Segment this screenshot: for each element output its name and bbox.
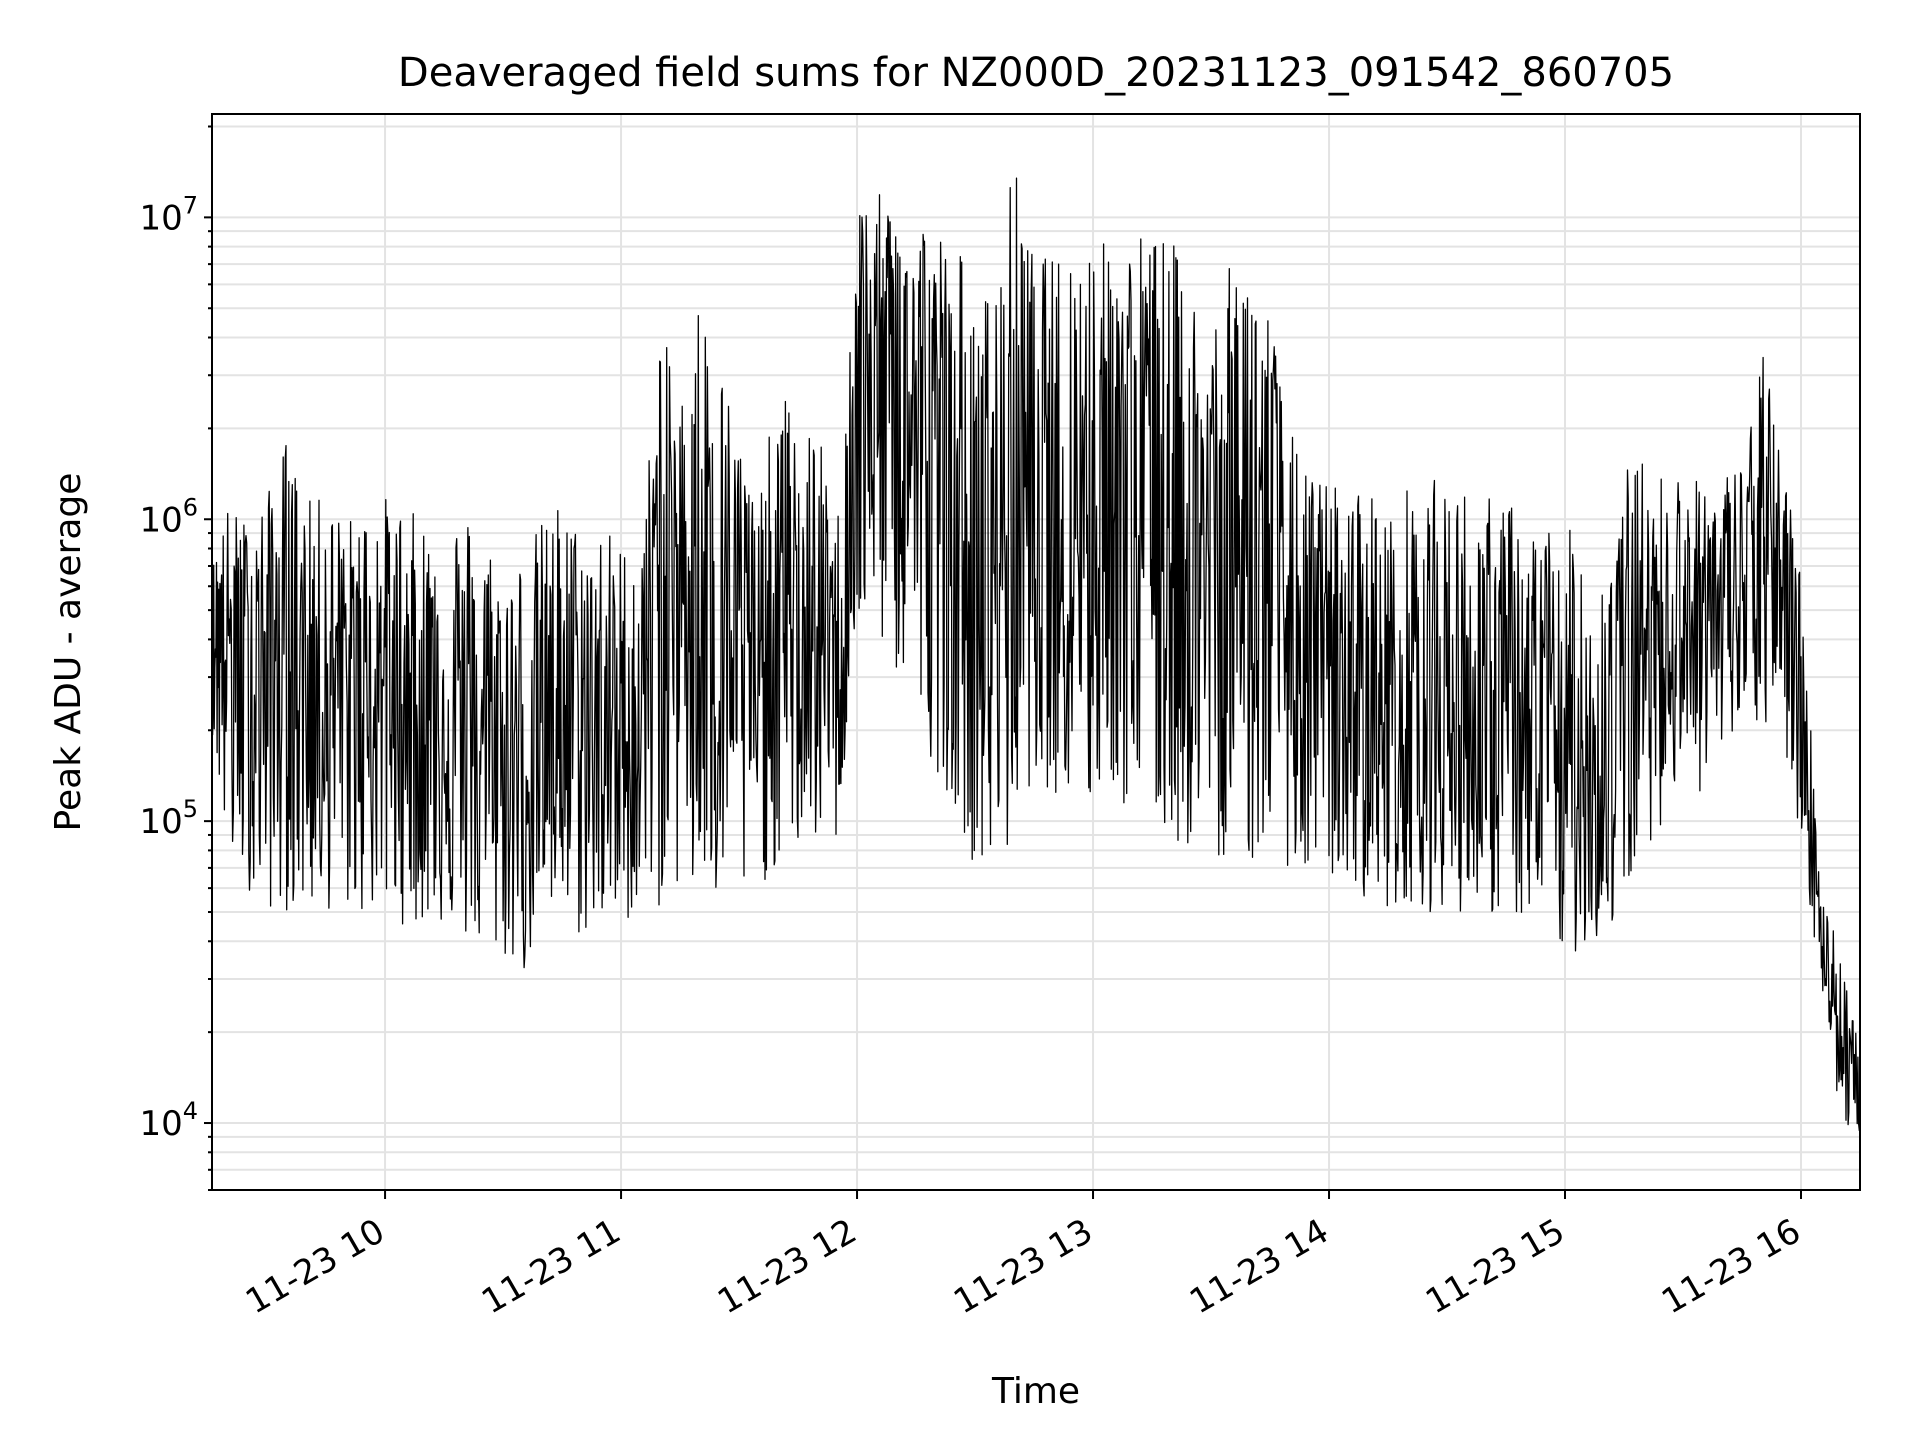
y-tick-exponent: 6 bbox=[183, 493, 198, 521]
y-tick-exponent: 4 bbox=[183, 1097, 198, 1125]
y-tick-exponent: 7 bbox=[183, 191, 198, 219]
plot-frame bbox=[211, 113, 1861, 1191]
y-tick-base: 10 bbox=[139, 500, 182, 540]
y-tick-base: 10 bbox=[139, 198, 182, 238]
chart-title: Deaveraged field sums for NZ000D_2023112… bbox=[398, 50, 1674, 96]
y-tick-label: 105 bbox=[139, 795, 198, 842]
y-tick-exponent: 5 bbox=[183, 795, 198, 823]
series-layer bbox=[211, 177, 1861, 1132]
y-tick-label: 106 bbox=[139, 493, 198, 540]
y-tick-base: 10 bbox=[139, 1104, 182, 1144]
y-tick-label: 104 bbox=[139, 1097, 198, 1144]
y-tick-label: 107 bbox=[139, 191, 198, 238]
y-axis-label: Peak ADU - average bbox=[48, 473, 89, 832]
series-line-0 bbox=[211, 177, 1861, 1132]
x-axis-label: Time bbox=[991, 1371, 1080, 1412]
y-tick-base: 10 bbox=[139, 802, 182, 842]
